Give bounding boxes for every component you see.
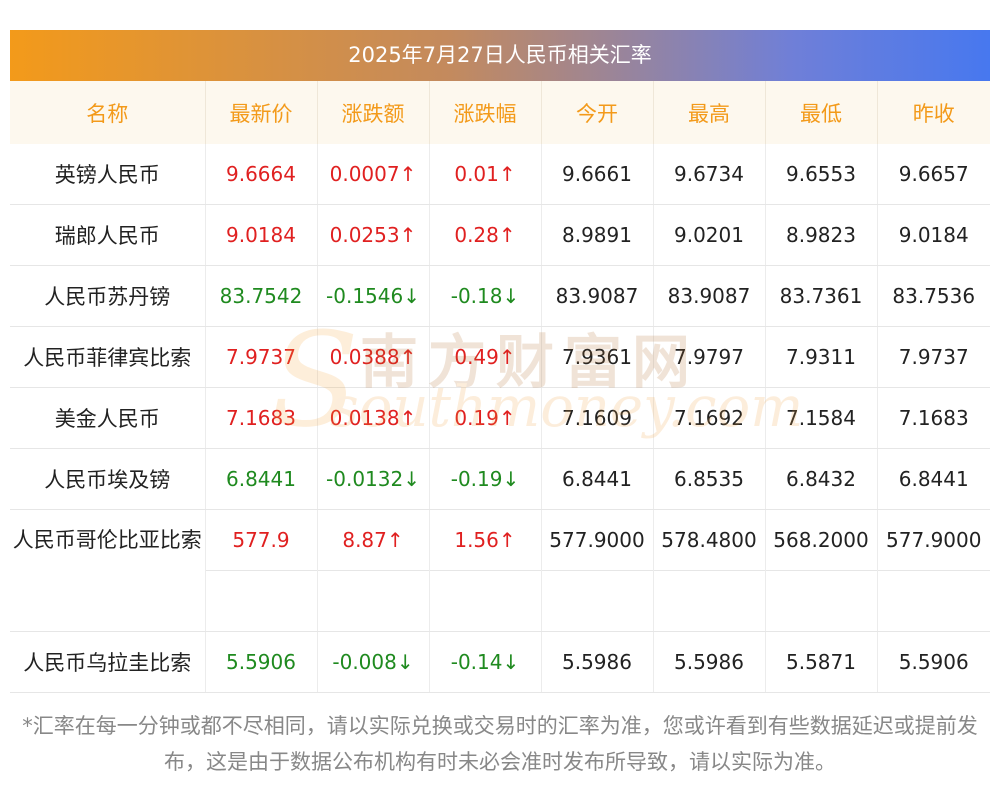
latest-price: 9.6664 — [205, 144, 318, 205]
open-price: 577.9000 — [541, 509, 654, 632]
low-price: 5.5871 — [765, 631, 878, 693]
change-amount: 0.0253↑ — [317, 204, 430, 266]
column-header-low: 最低 — [765, 81, 878, 144]
currency-pair-name: 美金人民币 — [10, 387, 206, 449]
prev-close: 577.9000 — [877, 509, 990, 632]
low-price: 8.9823 — [765, 204, 878, 266]
high-price: 83.9087 — [653, 265, 766, 327]
column-header-high: 最高 — [653, 81, 766, 144]
column-header-change-pct: 涨跌幅 — [429, 81, 542, 144]
column-header-latest: 最新价 — [205, 81, 318, 144]
latest-price: 9.0184 — [205, 204, 318, 266]
prev-close: 83.7536 — [877, 265, 990, 327]
change-percent: 0.01↑ — [429, 144, 542, 205]
table-row: 瑞郎人民币 9.0184 0.0253↑ 0.28↑ 8.9891 9.0201 8.982… — [10, 204, 990, 266]
change-amount: -0.0132↓ — [317, 448, 430, 510]
table-row: 人民币菲律宾比索 7.9737 0.0388↑ 0.49↑ 7.9361 7.9797 7.… — [10, 326, 990, 388]
change-percent: 0.49↑ — [429, 326, 542, 388]
low-price: 7.1584 — [765, 387, 878, 449]
prev-close: 7.1683 — [877, 387, 990, 449]
change-percent: -0.14↓ — [429, 631, 542, 693]
table-row: 英镑人民币 9.6664 0.0007↑ 0.01↑ 9.6661 9.6734 9.655… — [10, 144, 990, 205]
currency-pair-name: 英镑人民币 — [10, 144, 206, 205]
change-percent: 1.56↑ — [429, 509, 542, 632]
high-price: 9.0201 — [653, 204, 766, 266]
table-title-banner: 2025年7月27日人民币相关汇率 — [10, 30, 990, 81]
table-row: 人民币埃及镑 6.8441 -0.0132↓ -0.19↓ 6.8441 6.8535 6.… — [10, 448, 990, 510]
high-price: 9.6734 — [653, 144, 766, 205]
open-price: 7.9361 — [541, 326, 654, 388]
currency-pair-name: 人民币苏丹镑 — [10, 265, 206, 327]
currency-pair-name: 人民币菲律宾比索 — [10, 326, 206, 388]
disclaimer-footnote: *汇率在每一分钟或都不尽相同，请以实际兑换或交易时的汇率为准，您或许看到有些数据… — [22, 714, 978, 774]
exchange-rate-table: 名称 最新价 涨跌额 涨跌幅 今开 最高 最低 昨收 英镑人民币 9.6664 0.… — [10, 81, 990, 693]
latest-price: 7.1683 — [205, 387, 318, 449]
prev-close: 5.5906 — [877, 631, 990, 693]
change-percent: 0.28↑ — [429, 204, 542, 266]
prev-close: 9.0184 — [877, 204, 990, 266]
low-price: 568.2000 — [765, 509, 878, 632]
currency-pair-name: 人民币埃及镑 — [10, 448, 206, 510]
change-percent: -0.18↓ — [429, 265, 542, 327]
change-amount: 0.0007↑ — [317, 144, 430, 205]
prev-close: 7.9737 — [877, 326, 990, 388]
high-price: 7.9797 — [653, 326, 766, 388]
high-price: 578.4800 — [653, 509, 766, 632]
latest-price: 6.8441 — [205, 448, 318, 510]
table-row: 人民币乌拉圭比索 5.5906 -0.008↓ -0.14↓ 5.5986 5.5986 5… — [10, 631, 990, 693]
high-price: 6.8535 — [653, 448, 766, 510]
low-price: 7.9311 — [765, 326, 878, 388]
high-price: 7.1692 — [653, 387, 766, 449]
column-header-name: 名称 — [10, 81, 206, 144]
change-percent: -0.19↓ — [429, 448, 542, 510]
latest-price: 83.7542 — [205, 265, 318, 327]
low-price: 9.6553 — [765, 144, 878, 205]
currency-pair-name: 瑞郎人民币 — [10, 204, 206, 266]
table-row: 人民币苏丹镑 83.7542 -0.1546↓ -0.18↓ 83.9087 83.908… — [10, 265, 990, 327]
prev-close: 6.8441 — [877, 448, 990, 510]
currency-pair-name: 人民币乌拉圭比索 — [10, 631, 206, 693]
change-percent: 0.19↑ — [429, 387, 542, 449]
change-amount: 8.87↑ — [317, 509, 430, 632]
change-amount: -0.008↓ — [317, 631, 430, 693]
change-amount: -0.1546↓ — [317, 265, 430, 327]
table-row: 美金人民币 7.1683 0.0138↑ 0.19↑ 7.1609 7.1692 7.158… — [10, 387, 990, 449]
open-price: 83.9087 — [541, 265, 654, 327]
low-price: 83.7361 — [765, 265, 878, 327]
latest-price: 5.5906 — [205, 631, 318, 693]
open-price: 5.5986 — [541, 631, 654, 693]
high-price: 5.5986 — [653, 631, 766, 693]
open-price: 6.8441 — [541, 448, 654, 510]
column-header-change: 涨跌额 — [317, 81, 430, 144]
low-price: 6.8432 — [765, 448, 878, 510]
column-header-open: 今开 — [541, 81, 654, 144]
open-price: 7.1609 — [541, 387, 654, 449]
prev-close: 9.6657 — [877, 144, 990, 205]
table-header-row: 名称 最新价 涨跌额 涨跌幅 今开 最高 最低 昨收 — [10, 81, 990, 144]
table-row: 人民币哥伦比亚比索 577.9 8.87↑ 1.56↑ 577.9000 578.4800… — [10, 509, 990, 632]
currency-pair-name: 人民币哥伦比亚比索 — [10, 509, 206, 632]
open-price: 8.9891 — [541, 204, 654, 266]
change-amount: 0.0138↑ — [317, 387, 430, 449]
latest-price: 577.9 — [205, 509, 318, 632]
open-price: 9.6661 — [541, 144, 654, 205]
change-amount: 0.0388↑ — [317, 326, 430, 388]
column-header-prev-close: 昨收 — [877, 81, 990, 144]
latest-price: 7.9737 — [205, 326, 318, 388]
